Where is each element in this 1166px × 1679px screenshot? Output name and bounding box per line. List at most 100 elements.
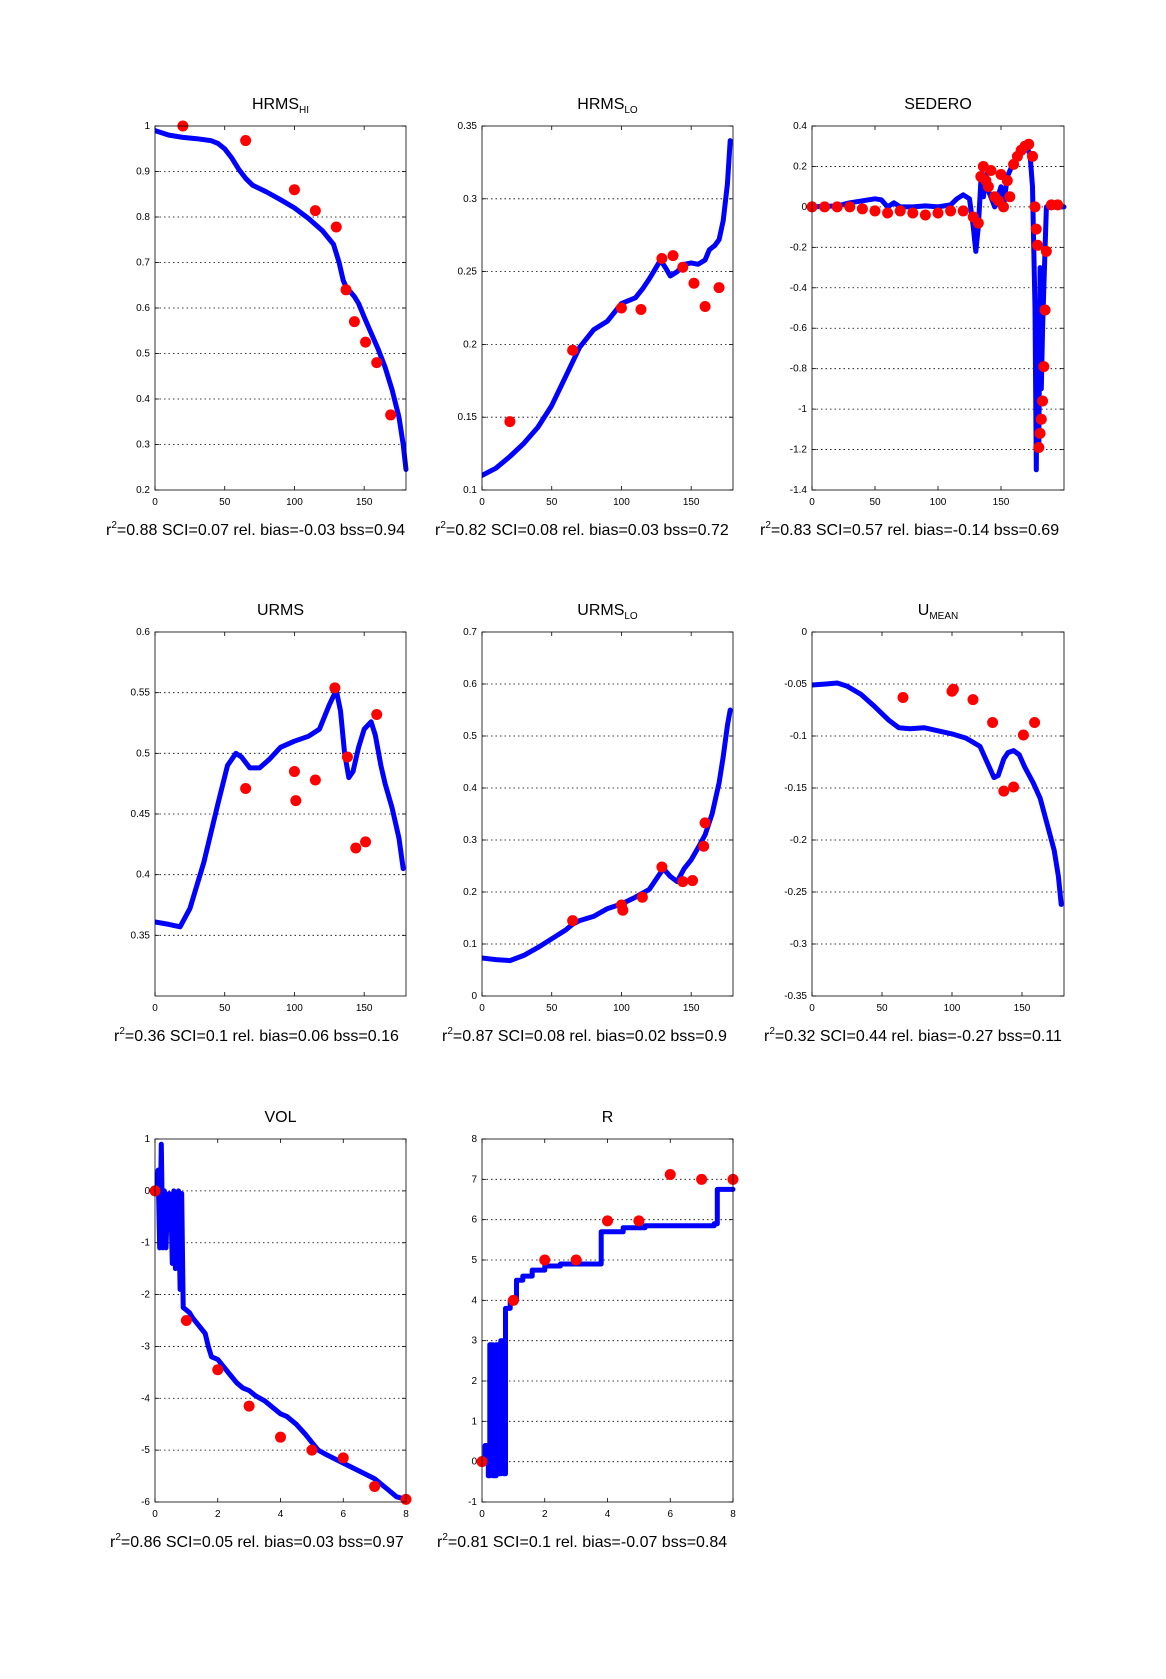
stats-text: =0.83 SCI=0.57 rel. bias=-0.14 bss=0.69 (771, 522, 1059, 539)
panel-title-subscript: LO (624, 105, 638, 116)
observation-marker (180, 1315, 192, 1326)
y-tick-label: 6 (471, 1215, 477, 1226)
observation-marker (998, 785, 1010, 797)
observation-marker (504, 416, 516, 428)
y-tick-label: -0.4 (790, 283, 808, 294)
observation-marker (275, 1431, 286, 1443)
plot-area (812, 680, 1064, 907)
y-tick-label: 0.1 (463, 939, 477, 950)
observation-marker (894, 205, 906, 217)
observation-marker (869, 205, 881, 217)
y-tick-label: 8 (471, 1134, 477, 1145)
x-tick-label: 2 (542, 1509, 548, 1520)
observation-marker (341, 751, 353, 763)
plot-frame (154, 125, 407, 491)
panel-title: HRMSLO (577, 96, 638, 116)
panel-title: URMS (257, 602, 304, 619)
observation-marker (698, 840, 710, 852)
observation-marker (348, 316, 360, 328)
panel-title: R (602, 1109, 614, 1126)
x-tick-label: 8 (403, 1509, 409, 1520)
observation-marker (539, 1254, 551, 1266)
y-tick-label: -0.3 (790, 939, 808, 950)
x-tick-label: 0 (152, 1509, 158, 1520)
panel-title-main: HRMS (252, 96, 299, 113)
plot-frame (154, 1138, 407, 1503)
observation-marker (1052, 199, 1064, 211)
observation-marker (1027, 150, 1038, 162)
stats-text: =0.87 SCI=0.08 rel. bias=0.02 bss=0.9 (453, 1028, 727, 1045)
observation-marker (1030, 223, 1042, 235)
x-tick-label: 100 (286, 497, 303, 508)
observation-marker (1029, 201, 1041, 213)
stats-text: =0.81 SCI=0.1 rel. bias=-0.07 bss=0.84 (448, 1534, 727, 1551)
observation-marker (243, 1400, 255, 1412)
x-tick-label: 100 (944, 1003, 961, 1014)
y-tick-label: 0.2 (463, 887, 477, 898)
observation-marker (688, 277, 700, 289)
observation-marker (932, 207, 944, 219)
x-tick-label: 150 (356, 497, 373, 508)
y-tick-label: 0.2 (793, 161, 807, 172)
x-tick-label: 0 (152, 497, 158, 508)
observation-marker (290, 795, 302, 807)
y-tick-label: 0.35 (458, 121, 478, 132)
observation-marker (667, 250, 679, 262)
y-tick-label: -0.8 (790, 364, 808, 375)
observation-marker (1039, 304, 1051, 316)
observation-marker (713, 282, 725, 294)
x-tick-label: 50 (869, 497, 881, 508)
panel-title-main: VOL (264, 1109, 296, 1126)
observation-marker (656, 252, 668, 264)
observation-marker (856, 203, 868, 215)
observation-marker (617, 904, 629, 916)
observation-marker (306, 1444, 318, 1456)
observation-marker (699, 817, 711, 829)
y-tick-label: -5 (141, 1445, 150, 1456)
stats-text: =0.82 SCI=0.08 rel. bias=0.03 bss=0.72 (446, 522, 729, 539)
stats-text: =0.36 SCI=0.1 rel. bias=0.06 bss=0.16 (125, 1028, 399, 1045)
observation-marker (1004, 191, 1016, 203)
y-tick-label: -1.2 (790, 445, 808, 456)
x-tick-label: 0 (479, 1509, 485, 1520)
y-tick-label: 0.4 (136, 870, 150, 881)
x-tick-label: 150 (993, 497, 1010, 508)
x-tick-label: 4 (278, 1509, 284, 1520)
stats-text: =0.32 SCI=0.44 rel. bias=-0.27 bss=0.11 (775, 1028, 1062, 1045)
model-line (155, 687, 406, 930)
observation-marker (987, 716, 999, 728)
stats-text: =0.88 SCI=0.07 rel. bias=-0.03 bss=0.94 (117, 522, 405, 539)
plot-area (155, 128, 409, 472)
panel-urms: URMS 0.35 0.4 0.45 0.5 0.55 0.6 0 50 100 150 r2=0.3… (114, 602, 407, 1045)
y-tick-label: -1 (468, 1497, 477, 1508)
y-tick-label: 0.3 (463, 194, 477, 205)
observation-marker (967, 694, 979, 706)
panel-umean: UMEAN -0.35 -0.3 -0.25 -0.2 -0.15 -0.1 -0.05 0 0 5… (764, 602, 1065, 1045)
x-tick-label: 100 (930, 497, 947, 508)
x-tick-label: 0 (152, 1003, 158, 1014)
observation-marker (687, 875, 699, 887)
panel-title: VOL (264, 1109, 296, 1126)
observation-marker (972, 217, 984, 229)
stats-caption: r2=0.32 SCI=0.44 rel. bias=-0.27 bss=0.1… (764, 1026, 1062, 1045)
y-tick-label: 0.5 (136, 349, 150, 360)
plot-area (482, 707, 733, 964)
x-tick-label: 150 (356, 1003, 373, 1014)
plot-frame (481, 1138, 734, 1503)
stats-r-superscript: 2 (765, 520, 771, 531)
observation-marker (360, 836, 372, 848)
x-tick-label: 8 (730, 1509, 736, 1520)
y-tick-label: -0.1 (790, 731, 808, 742)
observation-marker (985, 164, 997, 176)
observation-marker (945, 205, 957, 217)
observation-marker (633, 1215, 645, 1227)
y-tick-label: -1 (141, 1238, 150, 1249)
observation-marker (656, 861, 668, 873)
stats-r: r (114, 1028, 120, 1045)
stats-r: r (437, 1534, 443, 1551)
y-tick-label: 0.6 (136, 303, 150, 314)
panel-title-main: R (602, 1109, 614, 1126)
panel-title: URMSLO (577, 602, 638, 622)
panel-title: UMEAN (918, 602, 958, 622)
